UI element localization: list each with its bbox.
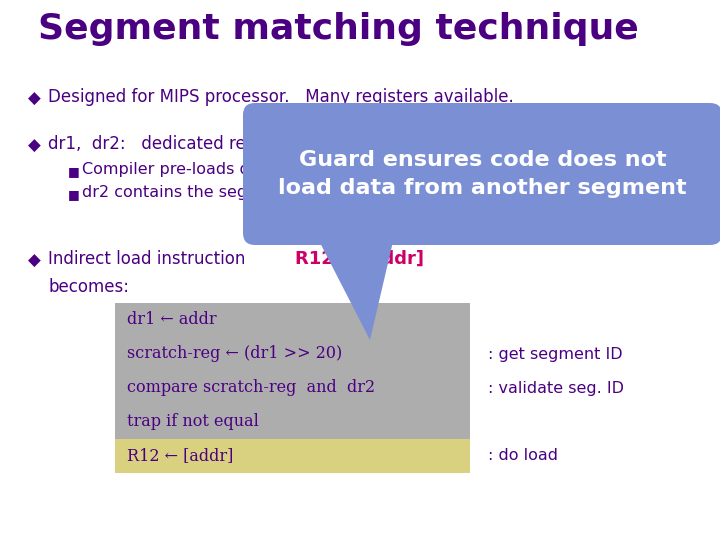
Text: Compiler pre-loads dr1 with segment ID: Compiler pre-loads dr1 with segment ID xyxy=(82,162,404,177)
Text: Designed for MIPS processor.   Many registers available.: Designed for MIPS processor. Many regist… xyxy=(48,88,514,106)
Bar xyxy=(115,371,470,405)
Text: : do load: : do load xyxy=(488,449,558,463)
Text: becomes:: becomes: xyxy=(48,278,129,296)
Text: ◆: ◆ xyxy=(28,137,41,155)
Text: scratch-reg ← (dr1 >> 20): scratch-reg ← (dr1 >> 20) xyxy=(127,346,342,362)
Text: ■: ■ xyxy=(68,165,80,178)
Text: : validate seg. ID: : validate seg. ID xyxy=(488,381,624,395)
FancyBboxPatch shape xyxy=(243,103,720,245)
Text: Indirect load instruction: Indirect load instruction xyxy=(48,250,292,268)
Text: Segment matching technique: Segment matching technique xyxy=(38,12,639,46)
Text: : get segment ID: : get segment ID xyxy=(488,347,623,361)
Polygon shape xyxy=(315,233,395,340)
Text: trap if not equal: trap if not equal xyxy=(127,414,259,430)
Text: compare scratch-reg  and  dr2: compare scratch-reg and dr2 xyxy=(127,380,375,396)
Text: dr2 contains the segment ID for its data segment: dr2 contains the segment ID for its data… xyxy=(82,185,480,200)
Text: dr1 ← addr: dr1 ← addr xyxy=(127,312,217,328)
Bar xyxy=(115,337,470,371)
Bar xyxy=(115,439,470,473)
Text: dr1,  dr2:   dedicated registers not used by binary:: dr1, dr2: dedicated registers not used b… xyxy=(48,135,467,153)
Text: ◆: ◆ xyxy=(28,252,41,270)
Text: R12 ← [addr]: R12 ← [addr] xyxy=(127,448,233,464)
Bar xyxy=(115,405,470,439)
Text: ■: ■ xyxy=(68,188,80,201)
Text: R12 ← [addr]: R12 ← [addr] xyxy=(295,250,424,268)
Text: ◆: ◆ xyxy=(28,90,41,108)
Text: Guard ensures code does not
load data from another segment: Guard ensures code does not load data fr… xyxy=(278,150,687,198)
Bar xyxy=(115,303,470,337)
